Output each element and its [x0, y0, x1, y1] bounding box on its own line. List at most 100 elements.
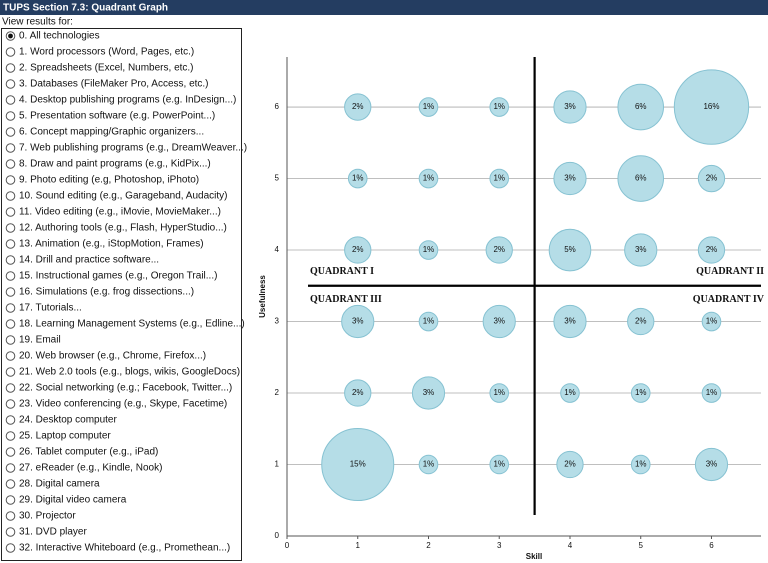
radio-label[interactable]: 29. Digital video camera: [19, 495, 127, 506]
y-tick-label: 0: [275, 531, 280, 540]
radio-label[interactable]: 16. Simulations (e.g. frog dissections..…: [19, 287, 194, 298]
bubble: [418, 97, 439, 117]
radio-button[interactable]: [5, 399, 16, 409]
radio-button[interactable]: [5, 463, 16, 473]
bubble: [553, 161, 587, 196]
radio-label[interactable]: 10. Sound editing (e.g., Garageband, Aud…: [19, 191, 227, 202]
bubble: [418, 454, 439, 475]
title: TUPS Section 7.3: Quadrant Graph: [3, 3, 168, 14]
radio-button[interactable]: [5, 495, 16, 505]
radio-label[interactable]: 27. eReader (e.g., Kindle, Nook): [19, 463, 162, 474]
radio-label[interactable]: 15. Instructional games (e.g., Oregon Tr…: [19, 271, 217, 282]
radio-label[interactable]: 19. Email: [19, 335, 61, 346]
radio-button[interactable]: [5, 143, 16, 153]
radio-button[interactable]: [5, 303, 16, 313]
bubble-label: 6%: [635, 174, 647, 183]
radio-label[interactable]: 30. Projector: [19, 511, 76, 522]
radio-button[interactable]: [5, 511, 16, 521]
bubble-label: 1%: [423, 102, 435, 111]
bubble-label: 1%: [493, 174, 505, 183]
radio-label[interactable]: 1. Word processors (Word, Pages, etc.): [19, 47, 194, 58]
radio-button[interactable]: [5, 351, 16, 361]
bubble: [617, 155, 665, 202]
radio-button[interactable]: [5, 47, 16, 57]
title-bar: [0, 0, 768, 15]
radio-button[interactable]: [5, 223, 16, 233]
radio-button[interactable]: [5, 95, 16, 105]
bubble: [548, 228, 592, 272]
radio-label[interactable]: 21. Web 2.0 tools (e.g., blogs, wikis, G…: [19, 367, 240, 378]
radio-label[interactable]: 4. Desktop publishing programs (e.g. InD…: [19, 95, 236, 106]
bubble-label: 2%: [493, 245, 505, 254]
radio-button[interactable]: [5, 447, 16, 457]
bubble: [556, 450, 584, 479]
radio-button[interactable]: [5, 319, 16, 329]
radio-label[interactable]: 32. Interactive Whiteboard (e.g., Promet…: [19, 543, 230, 554]
y-tick-label: 3: [275, 317, 280, 326]
radio-label[interactable]: 3. Databases (FileMaker Pro, Access, etc…: [19, 79, 209, 90]
radio-button[interactable]: [5, 79, 16, 89]
bubble: [627, 307, 655, 336]
radio-label[interactable]: 8. Draw and paint programs (e.g., KidPix…: [19, 159, 211, 170]
radio-button[interactable]: [5, 175, 16, 185]
bubble: [673, 69, 750, 145]
radio-button[interactable]: [5, 127, 16, 137]
radio-label[interactable]: 24. Desktop computer: [19, 415, 117, 426]
radio-button[interactable]: [5, 63, 16, 73]
bubble-label: 3%: [564, 317, 576, 326]
quadrant-label: QUADRANT II: [696, 266, 764, 277]
radio-label[interactable]: 31. DVD player: [19, 527, 87, 538]
radio-label[interactable]: 9. Photo editing (e.g, Photoshop, iPhoto…: [19, 175, 199, 186]
bubble-label: 1%: [423, 245, 435, 254]
radio-button[interactable]: [5, 431, 16, 441]
radio-button[interactable]: [5, 543, 16, 553]
radio-label[interactable]: 12. Authoring tools (e.g., Flash, HyperS…: [19, 223, 227, 234]
y-tick-label: 1: [275, 460, 280, 469]
radio-label[interactable]: 23. Video conferencing (e.g., Skype, Fac…: [19, 399, 227, 410]
radio-label[interactable]: 20. Web browser (e.g., Chrome, Firefox..…: [19, 351, 206, 362]
radio-button[interactable]: [5, 271, 16, 281]
bubble: [697, 164, 726, 193]
bubble-label: 16%: [703, 102, 719, 111]
radio-label[interactable]: 7. Web publishing programs (e.g., DreamW…: [19, 143, 247, 154]
bubble: [344, 236, 372, 264]
quadrant-label: QUADRANT I: [310, 266, 374, 277]
radio-label[interactable]: 22. Social networking (e.g.; Facebook, T…: [19, 383, 232, 394]
radio-label[interactable]: 2. Spreadsheets (Excel, Numbers, etc.): [19, 63, 194, 74]
radio-label[interactable]: 26. Tablet computer (e.g., iPad): [19, 447, 158, 458]
bubble-label: 2%: [352, 388, 364, 397]
bubble: [489, 454, 510, 475]
radio-button[interactable]: [5, 111, 16, 121]
radio-label[interactable]: 5. Presentation software (e.g. PowerPoin…: [19, 111, 215, 122]
radio-button[interactable]: [5, 255, 16, 265]
bubble-label: 2%: [352, 102, 364, 111]
bubble: [701, 383, 722, 403]
bubble: [697, 236, 726, 264]
radio-button[interactable]: [5, 367, 16, 377]
bubble-label: 15%: [350, 460, 366, 469]
bubble-label: 3%: [564, 102, 576, 111]
radio-button[interactable]: [5, 207, 16, 217]
radio-button[interactable]: [5, 415, 16, 425]
radio-button[interactable]: [5, 383, 16, 393]
radio-label[interactable]: 18. Learning Management Systems (e.g., E…: [19, 319, 245, 330]
radio-button[interactable]: [5, 527, 16, 537]
bubble: [489, 97, 510, 117]
radio-button[interactable]: [5, 335, 16, 345]
radio-label[interactable]: 13. Animation (e.g., iStopMotion, Frames…: [19, 239, 204, 250]
radio-button[interactable]: [5, 159, 16, 169]
quadrant-label: QUADRANT III: [310, 294, 382, 305]
radio-button[interactable]: [5, 479, 16, 489]
radio-button[interactable]: [5, 287, 16, 297]
radio-label[interactable]: 14. Drill and practice software...: [19, 255, 159, 266]
radio-label[interactable]: 6. Concept mapping/Graphic organizers...: [19, 127, 204, 138]
radio-label[interactable]: 0. All technologies: [19, 31, 100, 42]
radio-button[interactable]: [5, 191, 16, 201]
radio-label[interactable]: 28. Digital camera: [19, 479, 100, 490]
radio-label[interactable]: 17. Tutorials...: [19, 303, 82, 314]
radio-button[interactable]: [5, 239, 16, 249]
radio-label[interactable]: 11. Video editing (e.g., iMovie, MovieMa…: [19, 207, 221, 218]
bubble: [482, 304, 516, 339]
radio-label[interactable]: 25. Laptop computer: [19, 431, 111, 442]
